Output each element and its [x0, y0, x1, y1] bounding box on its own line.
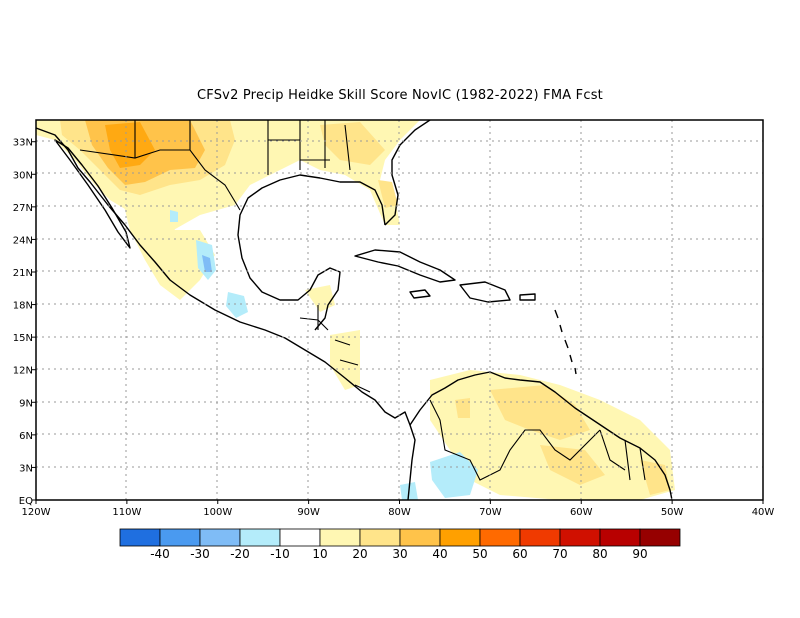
y-tick-label: 18N	[13, 301, 33, 312]
skill-fill-region	[320, 122, 385, 165]
colorbar-swatch	[639, 528, 681, 547]
colorbar-labels: -40 -30 -20 -10 10 20 30 40 50 60 70 80 90	[150, 547, 647, 561]
colorbar-label: 70	[552, 547, 567, 561]
x-tick-label: 90W	[297, 507, 320, 518]
skill-fill-region	[330, 330, 360, 390]
colorbar-swatch	[399, 528, 441, 547]
y-tick-label: 30N	[13, 170, 33, 181]
x-tick-label: 60W	[570, 507, 593, 518]
x-tick-label: 110W	[112, 507, 141, 518]
country-borders	[79, 120, 646, 481]
skill-fill-region	[120, 190, 215, 300]
atlantic-coastline	[384, 120, 431, 226]
y-tick-label: 6N	[19, 431, 33, 442]
tick-marks	[32, 141, 764, 504]
x-tick-label: 40W	[752, 507, 775, 518]
y-tick-label: 21N	[13, 268, 33, 279]
colorbar-swatch	[599, 528, 641, 547]
antilles-coastline	[554, 309, 577, 375]
jamaica-coastline	[409, 289, 431, 299]
skill-fill-region	[490, 385, 590, 440]
colorbar-label: 90	[632, 547, 647, 561]
colorbar-label: -20	[230, 547, 250, 561]
x-tick-label: 80W	[388, 507, 411, 518]
pacific-coastline	[36, 127, 416, 500]
y-tick-label: EQ	[19, 496, 33, 507]
south-america-borders	[429, 399, 646, 481]
colorbar-swatch	[119, 528, 161, 547]
central-america-borders	[299, 305, 371, 393]
colorbar-swatch	[199, 528, 241, 547]
baja-coastline	[54, 139, 131, 249]
colorbar-swatch	[159, 528, 201, 547]
colorbar-swatch	[559, 528, 601, 547]
skill-fill-region	[226, 292, 248, 318]
colorbar-swatch	[319, 528, 361, 547]
skill-fill-region	[378, 180, 398, 208]
y-tick-label: 24N	[13, 235, 33, 246]
y-tick-label: 3N	[19, 463, 33, 474]
colorbar-swatch	[359, 528, 401, 547]
skill-fill-region	[170, 210, 178, 222]
x-tick-label: 120W	[22, 507, 51, 518]
y-tick-label: 33N	[13, 138, 33, 149]
y-tick-label: 12N	[13, 366, 33, 377]
colorbar	[119, 528, 681, 547]
gulf-coastline	[237, 174, 386, 331]
skill-fill-region	[105, 122, 155, 168]
colorbar-swatch	[279, 528, 321, 547]
skill-fill-region	[202, 255, 212, 272]
skill-fill-region	[305, 285, 335, 312]
coastlines	[36, 120, 673, 500]
x-tick-label: 70W	[479, 507, 502, 518]
colorbar-label: 20	[352, 547, 367, 561]
colorbar-swatch	[239, 528, 281, 547]
colorbar-label: 40	[432, 547, 447, 561]
graticule	[36, 120, 763, 500]
y-tick-label: 15N	[13, 333, 33, 344]
skill-fill-region	[540, 445, 605, 485]
colorbar-label: 60	[512, 547, 527, 561]
south-america-coastline	[409, 371, 673, 500]
state-borders	[134, 120, 351, 175]
y-tick-label: 9N	[19, 398, 33, 409]
x-tick-label: 100W	[203, 507, 232, 518]
colorbar-swatch	[519, 528, 561, 547]
colorbar-label: 80	[592, 547, 607, 561]
skill-fill-region	[640, 460, 670, 495]
x-tick-labels: 120W 110W 100W 90W 80W 70W 60W 50W 40W	[22, 507, 775, 518]
colorbar-label: -10	[270, 547, 290, 561]
colorbar-label: -40	[150, 547, 170, 561]
colorbar-label: -30	[190, 547, 210, 561]
cuba-coastline	[354, 249, 456, 283]
x-tick-label: 50W	[661, 507, 684, 518]
hispaniola-coastline	[459, 281, 511, 303]
puerto-rico-coastline	[519, 293, 536, 301]
y-tick-labels: EQ 3N 6N 9N 12N 15N 18N 21N 24N 27N 30N 33N	[13, 138, 33, 507]
colorbar-label: 10	[312, 547, 327, 561]
map-title: CFSv2 Precip Heidke Skill Score NovIC (1…	[197, 88, 603, 103]
colorbar-label: 50	[472, 547, 487, 561]
colorbar-swatch	[479, 528, 521, 547]
skill-fill-layer	[36, 120, 675, 500]
y-tick-label: 27N	[13, 203, 33, 214]
colorbar-swatch	[439, 528, 481, 547]
skill-fill-region	[455, 398, 470, 418]
skill-fill-region	[430, 452, 478, 498]
colorbar-label: 30	[392, 547, 407, 561]
